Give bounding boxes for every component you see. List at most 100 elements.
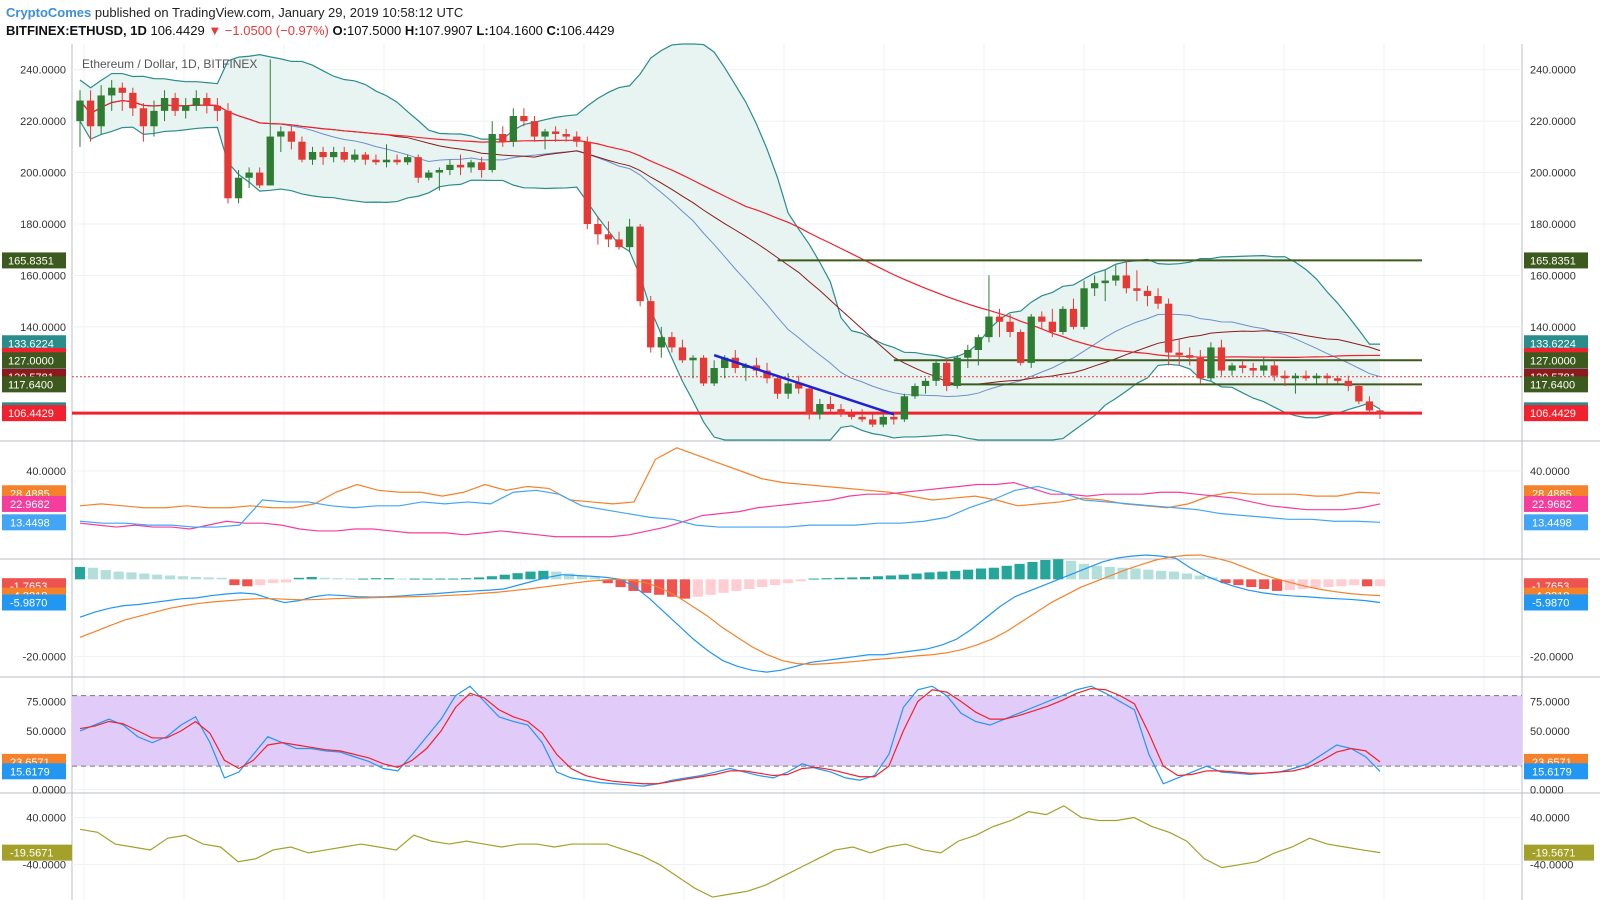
candle-body[interactable] [942,362,951,386]
candle-body[interactable] [1133,288,1141,291]
candle-body[interactable] [1112,275,1120,281]
candle-body[interactable] [520,116,528,122]
candle-body[interactable] [76,100,84,122]
candle-body[interactable] [604,234,613,240]
candle-body[interactable] [1281,375,1289,379]
candle-body[interactable] [1186,355,1194,358]
candle-body[interactable] [340,152,348,160]
candle-body[interactable] [86,100,95,127]
candle-body[interactable] [1143,290,1152,296]
candle-body[interactable] [710,368,718,384]
candle-body[interactable] [911,386,919,397]
candle-body[interactable] [890,416,898,420]
candle-body[interactable] [1355,386,1363,402]
candle-body[interactable] [467,162,475,168]
candle-body[interactable] [509,116,518,142]
candle-body[interactable] [435,170,444,173]
candle-body[interactable] [308,152,317,160]
candle-body[interactable] [1228,365,1236,371]
candle-body[interactable] [1207,347,1215,379]
candle-body[interactable] [456,164,465,168]
candle-body[interactable] [414,157,422,178]
candle-body[interactable] [1027,316,1035,363]
candle-body[interactable] [826,404,835,410]
candle-body[interactable] [668,337,676,348]
candle-body[interactable] [1291,375,1300,379]
candle-body[interactable] [277,131,285,137]
candle-body[interactable] [1059,308,1067,332]
candle-body[interactable] [1344,380,1352,386]
candle-body[interactable] [382,159,391,163]
candle-body[interactable] [921,380,930,386]
candle-body[interactable] [625,226,634,248]
candle-body[interactable] [995,316,1004,322]
candle-body[interactable] [118,87,126,93]
candle-body[interactable] [1365,401,1374,411]
candle-body[interactable] [795,383,803,389]
candle-body[interactable] [583,141,591,224]
candle-body[interactable] [1260,365,1268,371]
candle-body[interactable] [1016,332,1025,363]
candle-body[interactable] [816,404,824,415]
candle-body[interactable] [847,414,856,417]
candle-body[interactable] [615,239,623,248]
candle-body[interactable] [351,154,359,160]
candle-body[interactable] [97,95,105,127]
candle-body[interactable] [573,136,581,142]
candle-body[interactable] [256,172,264,186]
candle-body[interactable] [245,172,253,178]
candle-body[interactable] [1376,410,1384,414]
candle-body[interactable] [699,357,708,384]
candle-body[interactable] [985,316,993,338]
candle-body[interactable] [171,98,179,111]
candle-body[interactable] [1334,378,1342,381]
candle-body[interactable] [869,419,877,425]
candle-body[interactable] [108,87,116,96]
candle-body[interactable] [403,157,412,163]
candle-body[interactable] [329,152,338,158]
candle-body[interactable] [1238,365,1247,368]
candle-body[interactable] [858,416,866,420]
brand-link[interactable]: CryptoComes [6,5,92,20]
candle-body[interactable] [964,350,972,358]
candle-body[interactable] [1175,352,1183,356]
candle-body[interactable] [657,337,665,348]
candle-body[interactable] [551,131,560,134]
candle-body[interactable] [1323,375,1331,379]
candle-body[interactable] [1069,308,1078,327]
candle-body[interactable] [1006,321,1014,332]
candle-body[interactable] [1048,321,1057,332]
candle-body[interactable] [319,152,327,158]
candle-body[interactable] [224,110,232,199]
candle-body[interactable] [541,131,549,137]
candle-body[interactable] [1196,357,1204,379]
candle-body[interactable] [1249,368,1257,371]
candle-body[interactable] [879,416,887,425]
candle-body[interactable] [1080,288,1088,327]
candle-body[interactable] [1312,375,1321,379]
candle-body[interactable] [1101,280,1109,284]
candle-body[interactable] [773,378,782,394]
candle-body[interactable] [1154,296,1162,304]
candle-body[interactable] [213,105,222,111]
candle-body[interactable] [1164,303,1173,353]
candle-body[interactable] [287,131,296,142]
candle-body[interactable] [182,105,190,111]
downtrend-line[interactable] [713,353,895,416]
candle-body[interactable] [678,347,687,361]
candle-body[interactable] [594,224,602,235]
candle-body[interactable] [266,136,274,186]
candle-body[interactable] [932,362,940,381]
candle-body[interactable] [372,159,380,163]
candle-body[interactable] [192,98,200,106]
candle-body[interactable] [763,370,771,379]
candle-body[interactable] [1122,275,1131,289]
candle-body[interactable] [953,357,961,386]
candle-body[interactable] [425,172,433,178]
candle-body[interactable] [477,162,486,170]
candle-body[interactable] [1217,347,1226,371]
candle-body[interactable] [488,134,496,170]
symbol-name[interactable]: BITFINEX:ETHUSD, 1D [6,23,147,38]
candle-body[interactable] [721,357,729,368]
